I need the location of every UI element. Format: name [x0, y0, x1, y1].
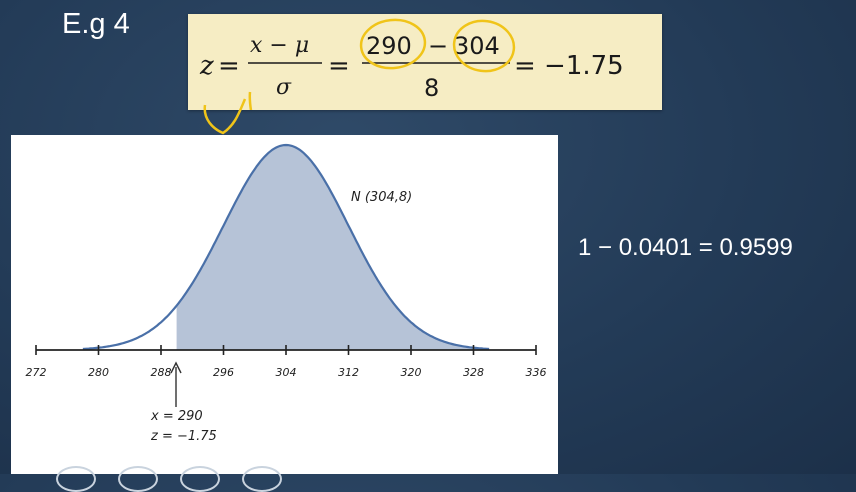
chart-svg: 272 280 288 296 304 312 320 328 336 N (304,8) x …: [26, 143, 547, 444]
shaded-area: [176, 145, 490, 350]
result-text: 1 − 0.0401 = 0.9599: [578, 234, 793, 261]
slide-title: E.g 4: [62, 8, 130, 40]
x-tick-label-288: 288: [151, 366, 172, 379]
x-tick-label-320: 320: [401, 366, 422, 379]
control-button-2[interactable]: [118, 466, 158, 492]
formula-numerator: x − μ: [250, 33, 309, 58]
curve-label: N (304,8): [351, 190, 412, 205]
formula-value-x: 290: [366, 32, 412, 60]
annotation-stroke: [203, 98, 247, 135]
formula-sub-minus: −: [428, 32, 448, 60]
formula-equals-2: =: [328, 51, 350, 81]
highlight-circle-290: [359, 18, 427, 70]
marker-z-label: z = −1.75: [150, 429, 217, 444]
x-tick-label-304: 304: [276, 366, 297, 379]
control-button-3[interactable]: [180, 466, 220, 492]
marker-x-label: x = 290: [150, 409, 203, 424]
normal-curve: [82, 143, 490, 351]
formula-lhs: z: [199, 51, 214, 81]
control-button-1[interactable]: [56, 466, 96, 492]
x-tick-label-328: 328: [463, 366, 484, 379]
x-tick-label-336: 336: [526, 366, 547, 379]
control-button-4[interactable]: [242, 466, 282, 492]
formula-svg: z = x − μ σ = 290 − 304 8 = −1.75: [199, 18, 624, 110]
slide-controls: [0, 462, 300, 492]
formula-box: z = x − μ σ = 290 − 304 8 = −1.75: [188, 14, 662, 110]
highlight-circle-304: [452, 19, 516, 73]
x-tick-label-296: 296: [213, 366, 234, 379]
x-tick-label-280: 280: [88, 366, 109, 379]
formula-result: = −1.75: [514, 51, 624, 81]
marker-arrow-icon: [170, 361, 182, 374]
highlight-squiggle: [248, 91, 253, 110]
formula-value-mean: 304: [454, 32, 500, 60]
formula-value-sd: 8: [424, 74, 439, 102]
x-tick-label-312: 312: [338, 366, 359, 379]
formula-equals-1: =: [218, 51, 240, 81]
normal-distribution-graph: 272 280 288 296 304 312 320 328 336 N (304,8) x …: [11, 135, 558, 474]
x-tick-label-272: 272: [26, 366, 47, 379]
formula-denominator: σ: [276, 75, 292, 100]
